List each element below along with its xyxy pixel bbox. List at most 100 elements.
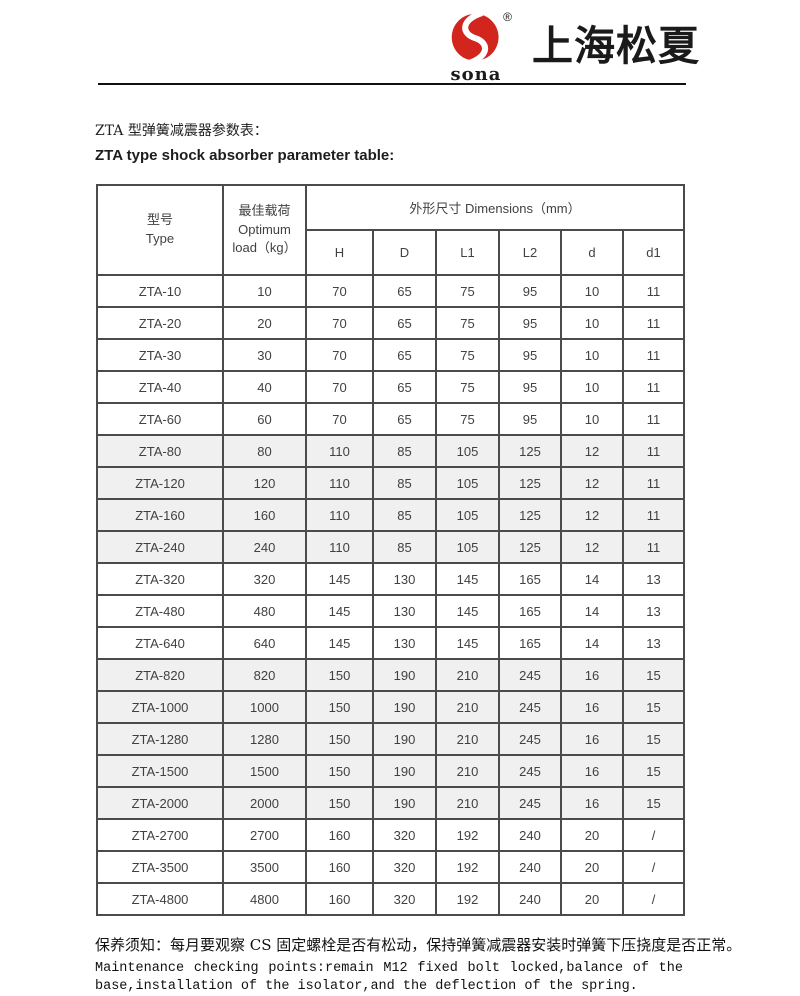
cell-l1: 145 bbox=[435, 562, 500, 596]
cell-dd: 16 bbox=[560, 754, 624, 788]
cell-l2: 95 bbox=[498, 402, 562, 436]
header-divider bbox=[98, 83, 686, 85]
table-row: ZTA-820 820 150 190 210 245 16 15 bbox=[96, 658, 686, 692]
cell-dd: 10 bbox=[560, 370, 624, 404]
cell-d1: 13 bbox=[621, 594, 686, 628]
cell-d: 190 bbox=[372, 786, 437, 820]
cell-d1: 13 bbox=[621, 562, 686, 596]
table-row: ZTA-160 160 110 85 105 125 12 11 bbox=[96, 498, 686, 532]
cell-d: 320 bbox=[372, 850, 437, 884]
page-title-en: ZTA type shock absorber parameter table: bbox=[95, 147, 395, 164]
cell-l2: 245 bbox=[498, 690, 562, 724]
cell-load: 80 bbox=[222, 434, 307, 468]
cell-type: ZTA-1000 bbox=[96, 690, 224, 724]
cell-h: 110 bbox=[305, 434, 374, 468]
cell-d1: 11 bbox=[621, 466, 686, 500]
table-row: ZTA-2000 2000 150 190 210 245 16 15 bbox=[96, 786, 686, 820]
cell-l2: 245 bbox=[498, 658, 562, 692]
cell-h: 70 bbox=[305, 274, 374, 308]
cell-l2: 245 bbox=[498, 786, 562, 820]
cell-type: ZTA-320 bbox=[96, 562, 224, 596]
cell-d1: 15 bbox=[621, 754, 686, 788]
cell-d: 190 bbox=[372, 722, 437, 756]
cell-l1: 210 bbox=[435, 754, 500, 788]
cell-l1: 105 bbox=[435, 466, 500, 500]
table-row: ZTA-480 480 145 130 145 165 14 13 bbox=[96, 594, 686, 628]
cell-d1: 11 bbox=[621, 274, 686, 308]
cell-dd: 12 bbox=[560, 466, 624, 500]
cell-l2: 95 bbox=[498, 370, 562, 404]
cell-l2: 240 bbox=[498, 850, 562, 884]
cell-d: 320 bbox=[372, 882, 437, 916]
col-header-load: 最佳载荷 Optimum load（kg） bbox=[222, 184, 307, 276]
col-header-h: H bbox=[305, 229, 374, 276]
col-header-load-en1: Optimum bbox=[238, 221, 291, 237]
maintenance-note: 保养须知：每月要观察 CS 固定螺栓是否有松动，保持弹簧减震器安装时弹簧下压挠度… bbox=[95, 936, 742, 996]
cell-type: ZTA-40 bbox=[96, 370, 224, 404]
cell-load: 2000 bbox=[222, 786, 307, 820]
maintenance-note-zh: 保养须知：每月要观察 CS 固定螺栓是否有松动，保持弹簧减震器安装时弹簧下压挠度… bbox=[95, 936, 742, 954]
cell-h: 110 bbox=[305, 498, 374, 532]
table-header: 型号 Type 最佳载荷 Optimum load（kg） 外形尺寸 Dimen… bbox=[96, 184, 686, 276]
cell-d1: 15 bbox=[621, 722, 686, 756]
cell-d: 190 bbox=[372, 754, 437, 788]
cell-type: ZTA-480 bbox=[96, 594, 224, 628]
cell-load: 320 bbox=[222, 562, 307, 596]
cell-d: 190 bbox=[372, 690, 437, 724]
cell-dd: 10 bbox=[560, 274, 624, 308]
col-header-type-zh: 型号 bbox=[146, 212, 173, 228]
cell-load: 40 bbox=[222, 370, 307, 404]
cell-d1: 11 bbox=[621, 530, 686, 564]
col-header-load-en2: load（kg） bbox=[232, 240, 297, 256]
cell-l1: 145 bbox=[435, 626, 500, 660]
cell-dd: 14 bbox=[560, 562, 624, 596]
cell-l2: 165 bbox=[498, 594, 562, 628]
table-row: ZTA-30 30 70 65 75 95 10 11 bbox=[96, 338, 686, 372]
cell-type: ZTA-120 bbox=[96, 466, 224, 500]
cell-dd: 14 bbox=[560, 626, 624, 660]
cell-d1: 11 bbox=[621, 498, 686, 532]
company-name: 上海松夏 bbox=[532, 23, 700, 69]
table-row: ZTA-1280 1280 150 190 210 245 16 15 bbox=[96, 722, 686, 756]
col-header-type-en: Type bbox=[145, 231, 175, 246]
cell-d: 85 bbox=[372, 434, 437, 468]
cell-d1: 11 bbox=[621, 370, 686, 404]
cell-l2: 95 bbox=[498, 306, 562, 340]
cell-d: 65 bbox=[372, 402, 437, 436]
cell-l1: 75 bbox=[435, 274, 500, 308]
cell-l2: 125 bbox=[498, 466, 562, 500]
cell-d: 130 bbox=[372, 562, 437, 596]
cell-load: 2700 bbox=[222, 818, 307, 852]
table-row: ZTA-80 80 110 85 105 125 12 11 bbox=[96, 434, 686, 468]
cell-load: 60 bbox=[222, 402, 307, 436]
cell-l1: 192 bbox=[435, 882, 500, 916]
cell-d1: 11 bbox=[621, 338, 686, 372]
cell-h: 70 bbox=[305, 338, 374, 372]
cell-dd: 10 bbox=[560, 338, 624, 372]
cell-load: 4800 bbox=[222, 882, 307, 916]
sona-s-icon: ® sona bbox=[450, 11, 512, 84]
cell-d1: / bbox=[621, 818, 686, 852]
cell-h: 160 bbox=[305, 850, 374, 884]
cell-d1: 13 bbox=[621, 626, 686, 660]
table-row: ZTA-40 40 70 65 75 95 10 11 bbox=[96, 370, 686, 404]
parameter-table: 型号 Type 最佳载荷 Optimum load（kg） 外形尺寸 Dimen… bbox=[96, 184, 686, 916]
cell-d1: 11 bbox=[621, 434, 686, 468]
cell-dd: 12 bbox=[560, 434, 624, 468]
page-title-zh: ZTA 型弹簧减震器参数表： bbox=[95, 123, 268, 139]
col-header-load-zh: 最佳载荷 bbox=[238, 202, 291, 218]
cell-d1: 11 bbox=[621, 306, 686, 340]
cell-type: ZTA-10 bbox=[96, 274, 224, 308]
company-logo: ® sona 上海松夏 bbox=[450, 11, 700, 84]
cell-type: ZTA-1280 bbox=[96, 722, 224, 756]
cell-l2: 95 bbox=[498, 338, 562, 372]
cell-h: 150 bbox=[305, 722, 374, 756]
cell-load: 1500 bbox=[222, 754, 307, 788]
cell-h: 145 bbox=[305, 594, 374, 628]
cell-load: 1000 bbox=[222, 690, 307, 724]
cell-l1: 75 bbox=[435, 306, 500, 340]
cell-l1: 210 bbox=[435, 690, 500, 724]
cell-dd: 14 bbox=[560, 594, 624, 628]
table-row: ZTA-20 20 70 65 75 95 10 11 bbox=[96, 306, 686, 340]
cell-d1: 15 bbox=[621, 690, 686, 724]
